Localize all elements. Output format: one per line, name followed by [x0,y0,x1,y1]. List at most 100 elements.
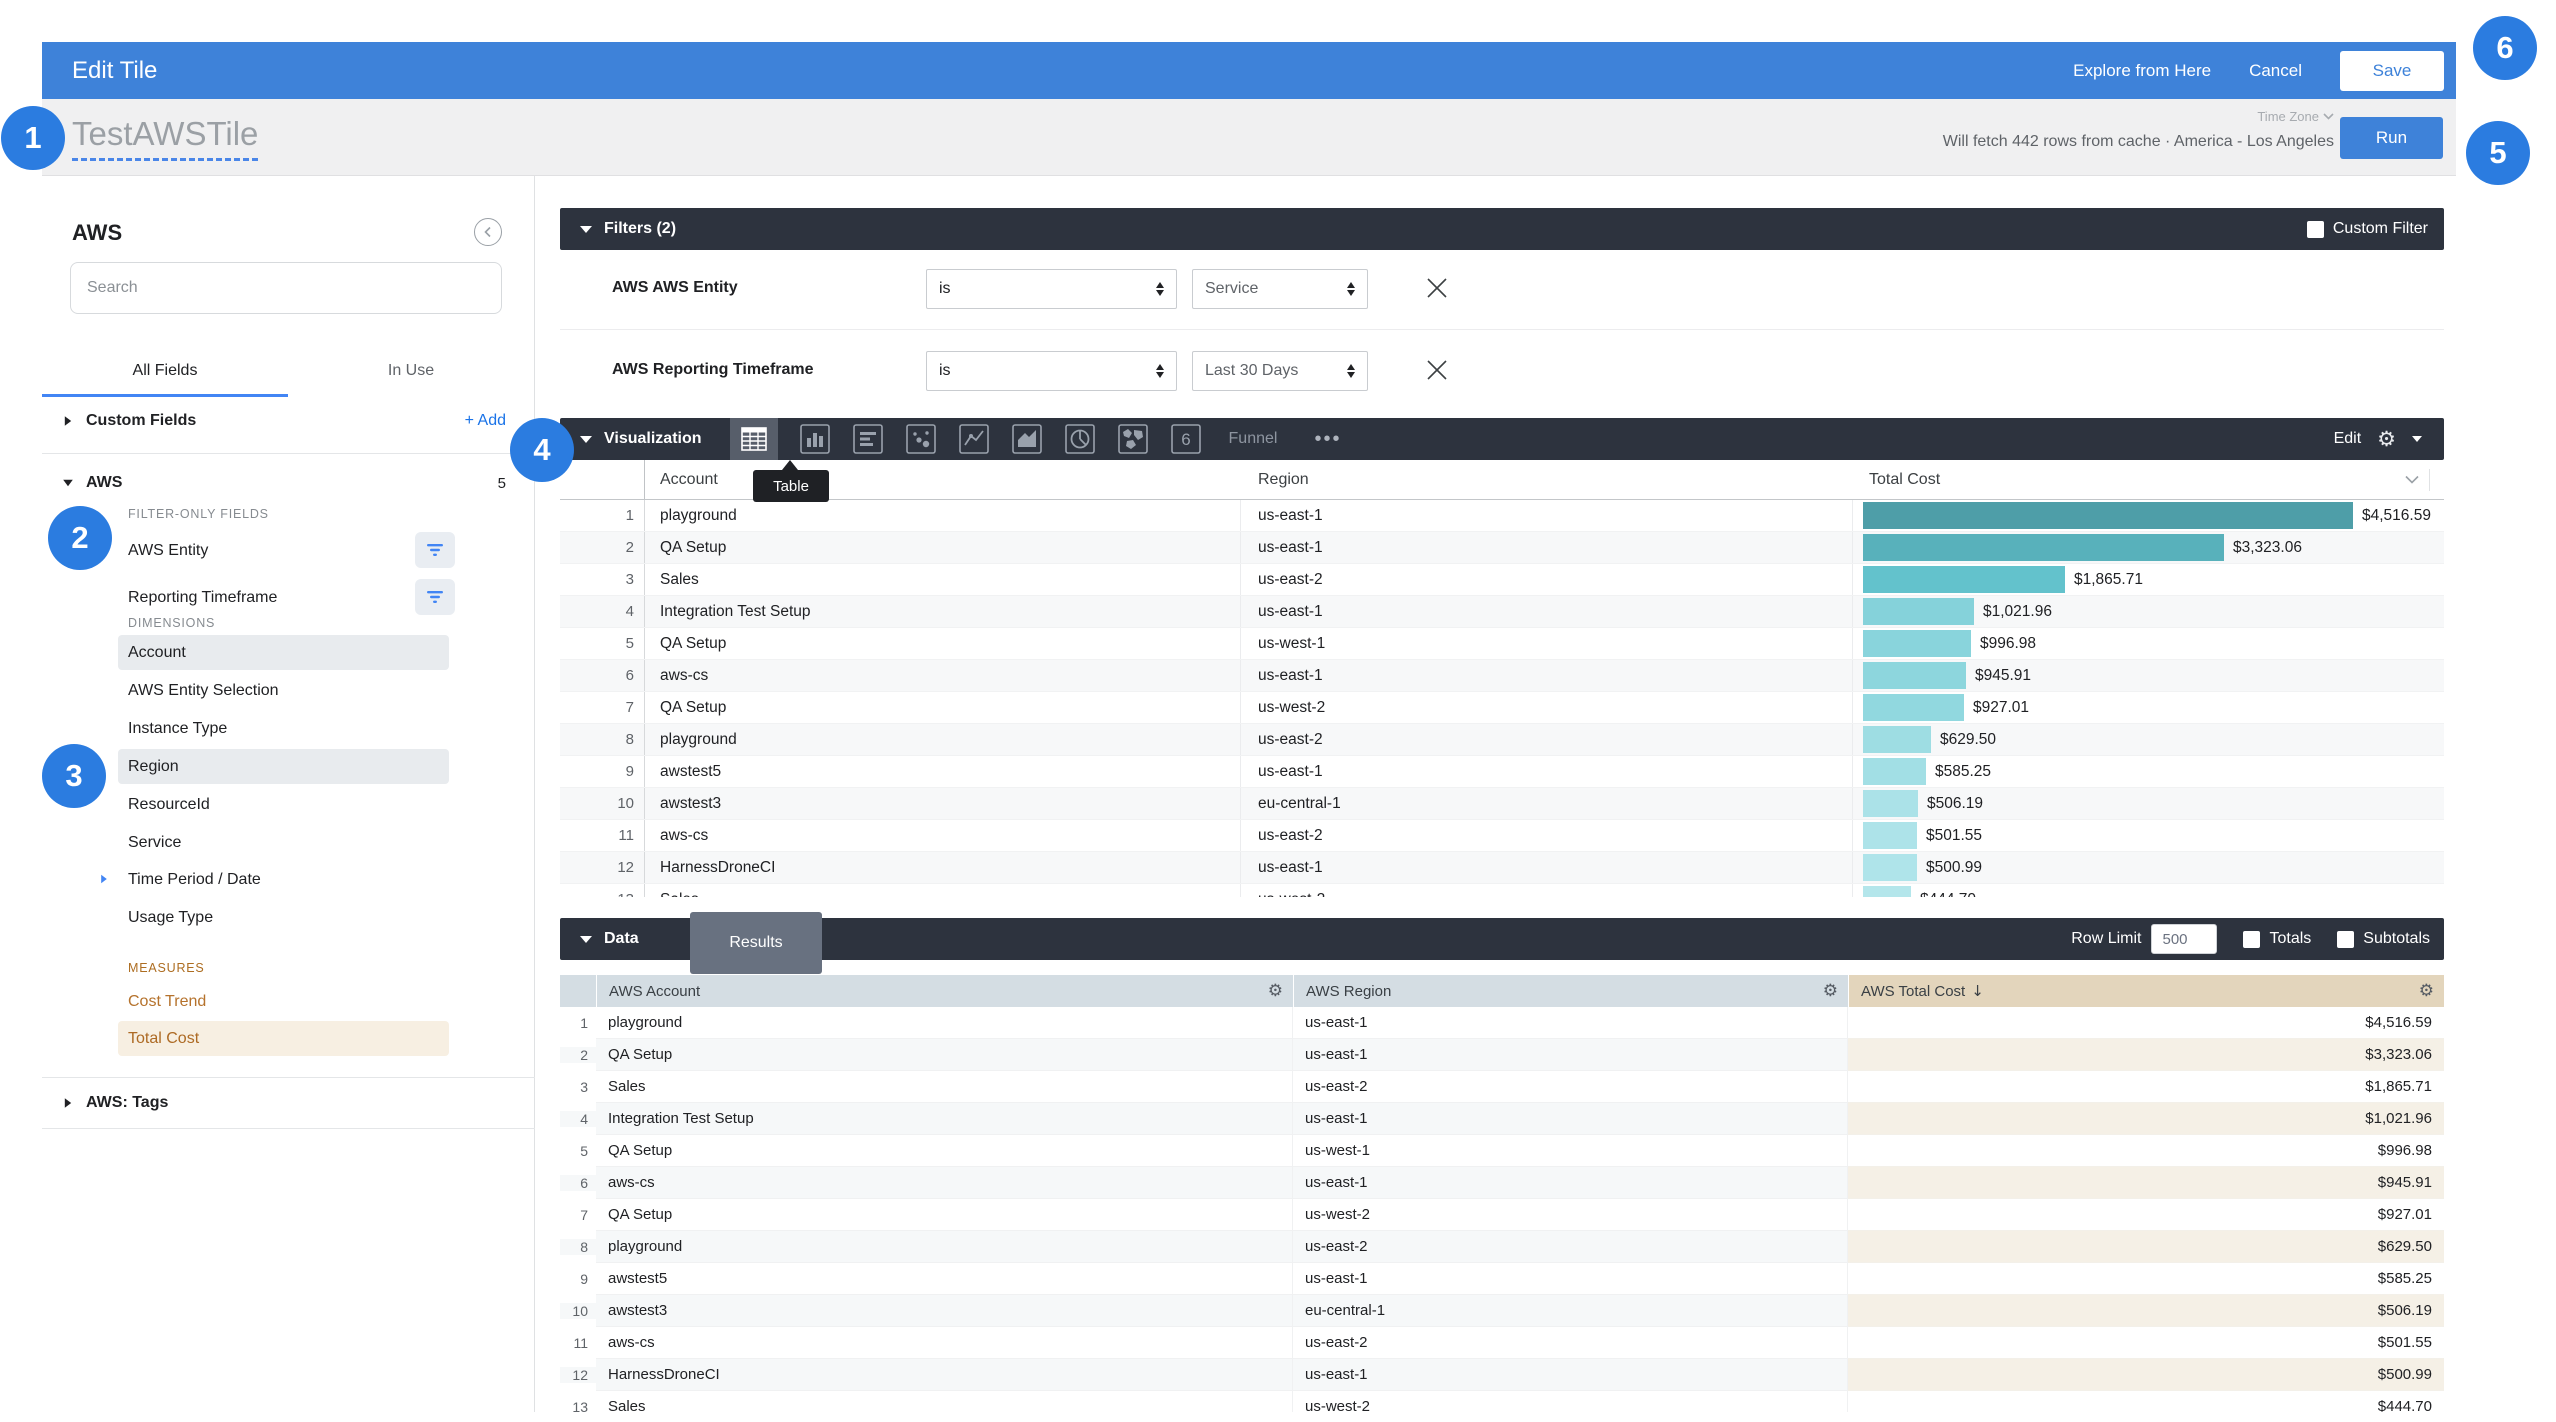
account-cell[interactable]: awstest5 [596,1263,1293,1295]
data-table-row[interactable]: 7 QA Setup us-west-2 $927.01 [560,1199,2444,1231]
chevron-down-icon[interactable] [2412,436,2422,442]
aws-group-header[interactable]: AWS 5 [42,466,534,500]
dimension-account[interactable]: Account [118,635,449,670]
account-cell[interactable]: Sales [596,1071,1293,1103]
data-table-row[interactable]: 6 aws-cs us-east-1 $945.91 [560,1167,2444,1199]
region-cell[interactable]: eu-central-1 [1293,1295,1848,1327]
tile-name-input[interactable]: TestAWSTile [72,115,259,161]
collapse-arrow-icon[interactable] [580,435,592,443]
total-cost-cell[interactable]: $996.98 [1848,1135,2444,1167]
total-cost-cell[interactable]: $629.50 [1848,1231,2444,1263]
gear-icon[interactable]: ⚙ [1267,981,1283,1001]
gear-icon[interactable]: ⚙ [1822,981,1838,1001]
account-cell[interactable]: aws-cs [596,1327,1293,1359]
dimension-instance-type[interactable]: Instance Type [128,719,228,737]
region-cell[interactable]: us-east-2 [1293,1231,1848,1263]
filter-operator-select[interactable]: is [926,269,1177,309]
custom-fields-section[interactable]: Custom Fields + Add [42,404,534,438]
data-table-row[interactable]: 10 awstest3 eu-central-1 $506.19 [560,1295,2444,1327]
field-aws-entity[interactable]: AWS Entity [128,541,209,559]
total-cost-cell[interactable]: $4,516.59 [1848,1007,2444,1039]
filter-value-select[interactable]: Service [1192,269,1368,309]
data-table-row[interactable]: 3 Sales us-east-2 $1,865.71 [560,1071,2444,1103]
account-cell[interactable]: Integration Test Setup [596,1103,1293,1135]
viz-column-region[interactable]: Region [1258,470,1309,488]
aws-tags-group[interactable]: AWS: Tags [42,1086,534,1120]
viz-type-bar-chart-button[interactable] [852,423,884,455]
field-reporting-timeframe[interactable]: Reporting Timeframe [128,588,278,606]
data-section-header[interactable]: Data Results Row Limit Totals Subtotals [560,912,2444,974]
viz-type-scatter-button[interactable] [905,423,937,455]
gear-icon[interactable]: ⚙ [2377,427,2396,451]
account-cell[interactable]: aws-cs [596,1167,1293,1199]
region-cell[interactable]: us-west-2 [1293,1199,1848,1231]
filter-operator-select[interactable]: is [926,351,1177,391]
viz-table-row[interactable]: 2 QA Setup us-east-1 $3,323.06 [560,532,2444,564]
viz-table-row[interactable]: 6 aws-cs us-east-1 $945.91 [560,660,2444,692]
dimension-aws-entity-selection[interactable]: AWS Entity Selection [128,681,279,699]
remove-filter-button[interactable] [1424,275,1452,303]
total-cost-cell[interactable]: $1,021.96 [1848,1103,2444,1135]
account-cell[interactable]: playground [596,1231,1293,1263]
region-cell[interactable]: us-east-2 [1293,1071,1848,1103]
viz-table-row[interactable]: 3 Sales us-east-2 $1,865.71 [560,564,2444,596]
account-cell[interactable]: playground [596,1007,1293,1039]
custom-filter-checkbox[interactable] [2306,220,2324,238]
region-cell[interactable]: us-east-1 [1293,1359,1848,1391]
region-cell[interactable]: us-east-1 [1293,1263,1848,1295]
viz-table-row[interactable]: 4 Integration Test Setup us-east-1 $1,021.9… [560,596,2444,628]
viz-type-line-chart-button[interactable] [958,423,990,455]
viz-type-column-chart-button[interactable] [799,423,831,455]
data-table-row[interactable]: 5 QA Setup us-west-1 $996.98 [560,1135,2444,1167]
viz-table-row[interactable]: 10 awstest3 eu-central-1 $506.19 [560,788,2444,820]
filters-section-header[interactable]: Filters (2) Custom Filter [560,208,2444,250]
data-table-row[interactable]: 11 aws-cs us-east-2 $501.55 [560,1327,2444,1359]
total-cost-cell[interactable]: $500.99 [1848,1359,2444,1391]
viz-type-table-button[interactable] [729,418,778,460]
viz-table-row[interactable]: 5 QA Setup us-west-1 $996.98 [560,628,2444,660]
viz-column-total-cost[interactable]: Total Cost [1853,468,2444,491]
viz-table-row[interactable]: 12 HarnessDroneCI us-east-1 $500.99 [560,852,2444,884]
total-cost-cell[interactable]: $3,323.06 [1848,1039,2444,1071]
viz-table-row[interactable]: 1 playground us-east-1 $4,516.59 [560,500,2444,532]
account-cell[interactable]: QA Setup [596,1199,1293,1231]
viz-edit-button[interactable]: Edit [2333,430,2362,447]
filter-button[interactable] [415,532,455,568]
data-column-aws-total-cost[interactable]: AWS Total Cost ↓ ⚙ [1849,975,2444,1007]
expand-arrow-icon[interactable] [64,1098,72,1108]
explore-from-here-link[interactable]: Explore from Here [2073,60,2212,80]
total-cost-cell[interactable]: $585.25 [1848,1263,2444,1295]
totals-toggle[interactable]: Totals [2243,930,2311,948]
gear-icon[interactable]: ⚙ [2418,981,2434,1001]
region-cell[interactable]: us-east-1 [1293,1167,1848,1199]
remove-filter-button[interactable] [1424,357,1452,385]
row-limit-input[interactable] [2151,924,2218,954]
total-cost-cell[interactable]: $927.01 [1848,1199,2444,1231]
total-cost-cell[interactable]: $506.19 [1848,1295,2444,1327]
filter-button[interactable] [415,579,455,615]
total-cost-cell[interactable]: $501.55 [1848,1327,2444,1359]
region-cell[interactable]: us-west-1 [1293,1135,1848,1167]
subtotals-checkbox[interactable] [2337,930,2355,948]
data-table-row[interactable]: 8 playground us-east-2 $629.50 [560,1231,2444,1263]
data-column-aws-account[interactable]: AWS Account ⚙ [597,975,1293,1007]
dimension-region[interactable]: Region [118,749,449,784]
account-cell[interactable]: awstest3 [596,1295,1293,1327]
data-table-row[interactable]: 4 Integration Test Setup us-east-1 $1,021.9… [560,1103,2444,1135]
filter-value-select[interactable]: Last 30 Days [1192,351,1368,391]
tab-in-use[interactable]: In Use [387,362,435,379]
dimension-resourceid[interactable]: ResourceId [128,795,210,813]
save-button[interactable]: Save [2340,50,2444,91]
measure-total-cost[interactable]: Total Cost [118,1021,449,1056]
region-cell[interactable]: us-east-1 [1293,1007,1848,1039]
account-cell[interactable]: HarnessDroneCI [596,1359,1293,1391]
collapse-arrow-icon[interactable] [63,479,73,487]
data-table-row[interactable]: 12 HarnessDroneCI us-east-1 $500.99 [560,1359,2444,1391]
total-cost-cell[interactable]: $444.70 [1848,1391,2444,1412]
region-cell[interactable]: us-east-2 [1293,1327,1848,1359]
region-cell[interactable]: us-west-2 [1293,1391,1848,1412]
viz-table-row[interactable]: 7 QA Setup us-west-2 $927.01 [560,692,2444,724]
run-button[interactable]: Run [2340,117,2443,159]
data-table-row[interactable]: 13 Sales us-west-2 $444.70 [560,1391,2444,1412]
